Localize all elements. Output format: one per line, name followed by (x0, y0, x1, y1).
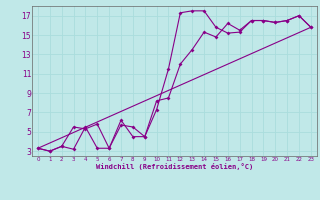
X-axis label: Windchill (Refroidissement éolien,°C): Windchill (Refroidissement éolien,°C) (96, 163, 253, 170)
